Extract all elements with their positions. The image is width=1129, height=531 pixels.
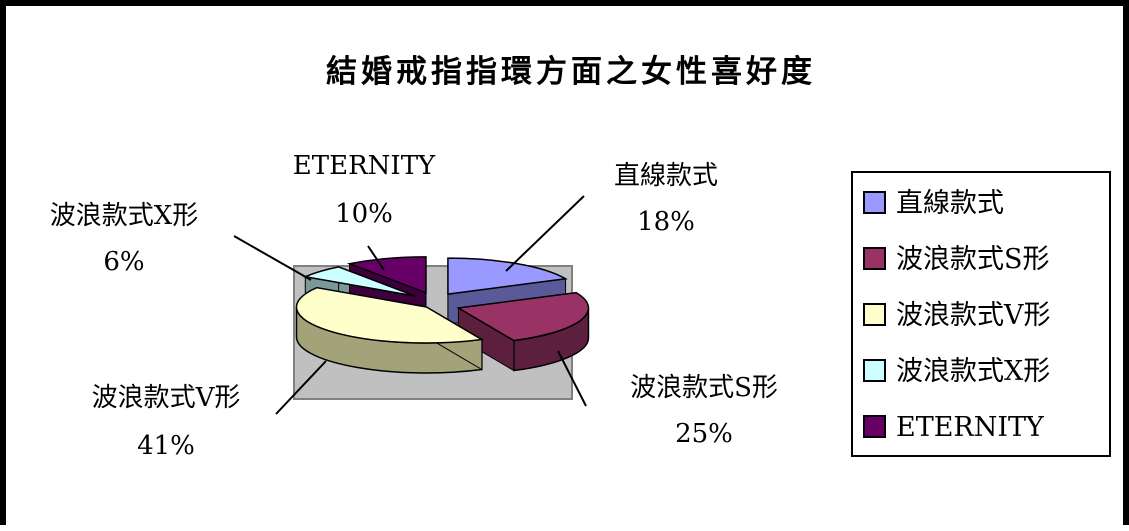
data-label-percent: 6%	[103, 247, 144, 277]
data-label-category: 波浪款式X形	[50, 201, 199, 231]
data-label-percent: 10%	[335, 199, 393, 229]
legend-label: 波浪款式X形	[896, 356, 1050, 387]
pie-slice	[447, 257, 568, 295]
legend-label: 波浪款式V形	[896, 300, 1051, 331]
legend-box	[851, 171, 1111, 457]
legend-swatch	[863, 247, 886, 270]
chart-title: 結婚戒指指環方面之女性喜好度	[326, 54, 816, 90]
data-label-percent: 25%	[675, 419, 733, 449]
data-label-category: 波浪款式V形	[92, 383, 241, 413]
legend-label: 波浪款式S形	[896, 244, 1050, 275]
pie-tops	[295, 256, 590, 344]
data-label-category: ETERNITY	[293, 151, 436, 181]
data-label-percent: 41%	[137, 431, 195, 461]
data-labels: 直線款式 18% 波浪款式S形 25% 波浪款式V形 41% 波浪款式X形 6% ETERNIT…	[50, 151, 778, 461]
leader-lines	[233, 195, 587, 415]
data-label-category: 波浪款式S形	[630, 373, 778, 403]
data-label-percent: 18%	[637, 207, 695, 237]
legend-label: 直線款式	[896, 188, 1004, 219]
legend-swatch	[863, 303, 886, 326]
leader-line	[557, 350, 587, 407]
pie-slice	[346, 256, 427, 294]
leader-line	[233, 235, 312, 281]
legend-swatch	[863, 415, 886, 438]
pie-chart: 結婚戒指指環方面之女性喜好度 直線款式 18% 波浪款式S形 25% 波浪款式V形 41%…	[50, 54, 1111, 461]
legend-label: ETERNITY	[896, 412, 1045, 443]
data-label-category: 直線款式	[614, 161, 718, 191]
legend-swatch	[863, 191, 886, 214]
leader-line	[275, 360, 327, 415]
leader-line	[505, 195, 585, 272]
pie-slice	[456, 291, 590, 342]
legend-swatch	[863, 359, 886, 382]
leader-line	[367, 245, 385, 271]
pie-slice	[295, 286, 485, 344]
